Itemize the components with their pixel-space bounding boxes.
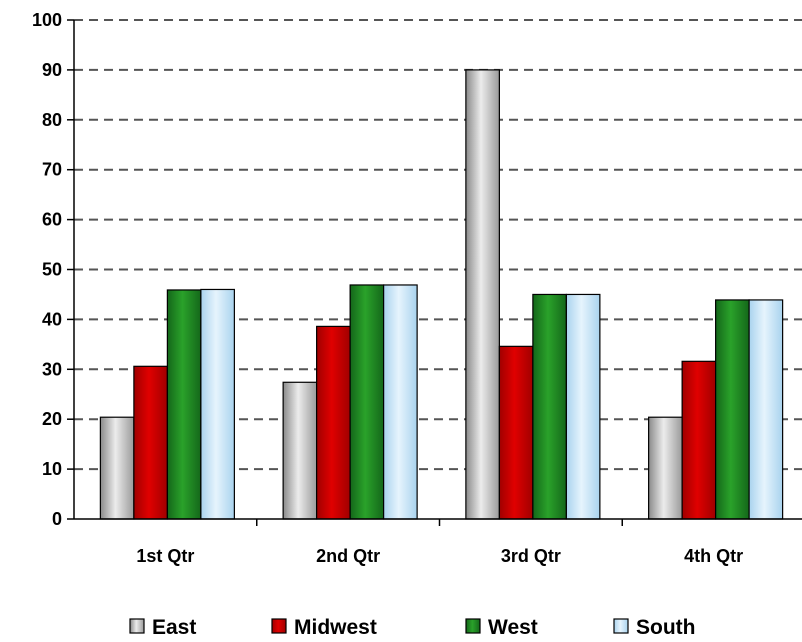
legend-swatch-east (129, 618, 145, 634)
bar-south-4 (748, 299, 784, 520)
legend: East Midwest West South (129, 616, 695, 639)
bar-south-2 (383, 284, 418, 520)
bars (99, 69, 784, 520)
x-tick-label: 1st Qtr (136, 546, 194, 566)
legend-swatch-west (465, 618, 481, 634)
bar-midwest-1 (133, 365, 168, 520)
bar-east-4 (648, 416, 683, 520)
bar-west-3 (532, 293, 567, 520)
bar-midwest-2 (316, 325, 351, 520)
x-tick-label: 4th Qtr (684, 546, 743, 566)
legend-label-east: East (152, 616, 196, 639)
legend-label-south: South (636, 616, 695, 639)
legend-label-west: West (488, 616, 538, 639)
y-tick-label: 100 (32, 10, 62, 30)
bar-midwest-4 (681, 360, 717, 520)
bar-west-2 (349, 284, 385, 520)
legend-swatch-midwest (271, 618, 287, 634)
legend-label-midwest: Midwest (294, 616, 377, 639)
bar-west-1 (166, 289, 202, 520)
y-tick-label: 0 (52, 509, 62, 529)
y-tick-label: 10 (42, 459, 62, 479)
y-tick-labels: 0 10 20 30 40 50 60 70 80 90 100 (32, 10, 74, 529)
y-tick-label: 50 (42, 260, 62, 280)
y-tick-label: 40 (42, 309, 62, 329)
y-tick-label: 80 (42, 110, 62, 130)
bar-east-3 (465, 69, 500, 520)
x-tick-labels: 1st Qtr 2nd Qtr 3rd Qtr 4th Qtr (136, 546, 743, 566)
y-tick-label: 70 (42, 160, 62, 180)
bar-west-4 (715, 299, 750, 520)
x-tick-label: 3rd Qtr (501, 546, 561, 566)
bar-south-3 (565, 293, 601, 520)
bar-midwest-3 (498, 345, 534, 520)
bar-east-1 (99, 416, 135, 520)
y-tick-label: 90 (42, 60, 62, 80)
y-tick-label: 30 (42, 359, 62, 379)
bar-east-2 (282, 381, 318, 520)
x-tick-label: 2nd Qtr (316, 546, 380, 566)
bar-south-1 (200, 288, 235, 520)
y-tick-label: 20 (42, 409, 62, 429)
y-tick-label: 60 (42, 210, 62, 230)
legend-swatch-south (613, 618, 629, 634)
